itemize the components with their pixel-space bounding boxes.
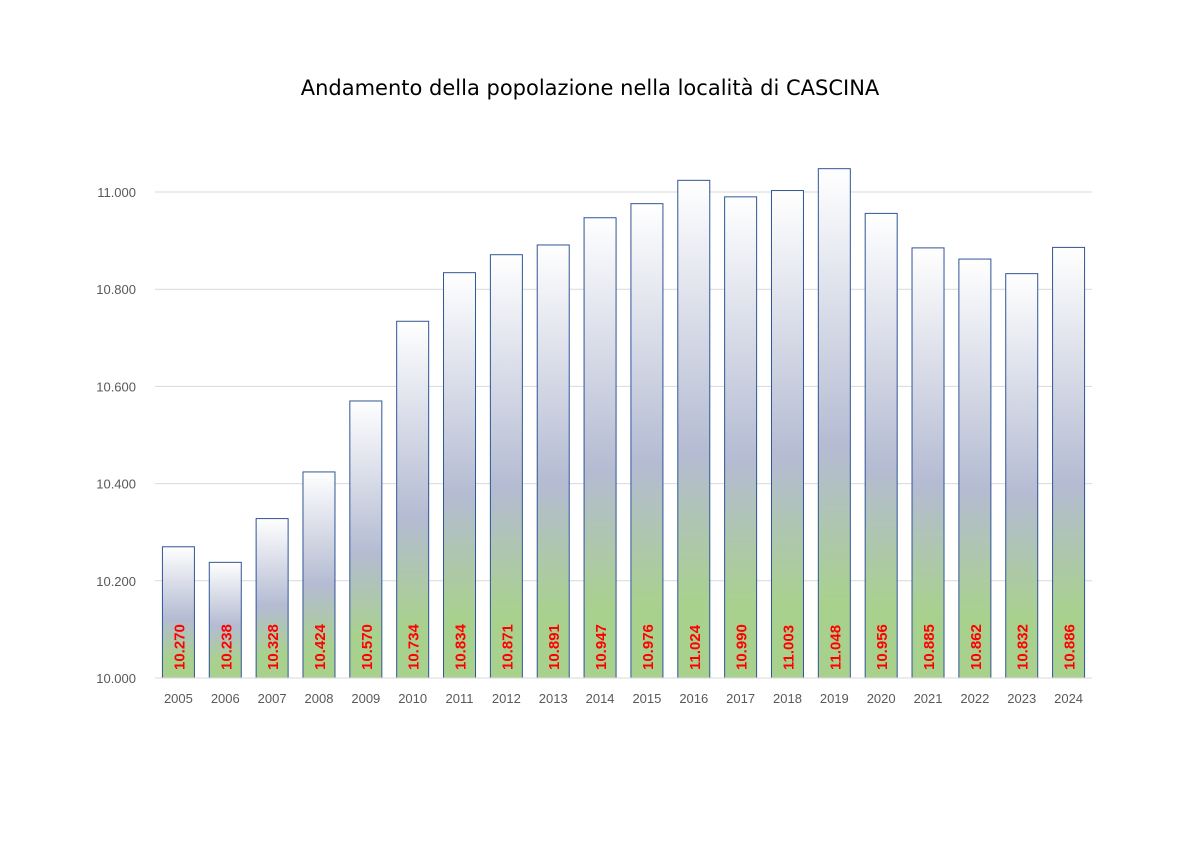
x-tick-label: 2007 <box>258 691 287 706</box>
bar-2023 <box>1005 273 1039 679</box>
x-tick-label: 2016 <box>679 691 708 706</box>
x-tick-label: 2021 <box>914 691 943 706</box>
bar-2022 <box>958 258 992 679</box>
bar-value-label: 11.048 <box>827 625 844 670</box>
bar-value-label: 10.976 <box>640 624 657 670</box>
bar-value-label: 10.956 <box>874 624 891 670</box>
x-tick-label: 2008 <box>305 691 334 706</box>
bar-2021 <box>911 247 945 679</box>
bar-value-label: 10.832 <box>1015 624 1032 670</box>
bar-2014 <box>583 217 617 679</box>
bar-2013 <box>536 244 570 679</box>
x-tick-label: 2022 <box>960 691 989 706</box>
y-axis-ticks: 10.000 10.200 10.400 10.600 10.800 11.000 <box>96 185 136 686</box>
x-tick-label: 2015 <box>632 691 661 706</box>
x-tick-label: 2013 <box>539 691 568 706</box>
x-tick-label: 2018 <box>773 691 802 706</box>
x-tick-label: 2017 <box>726 691 755 706</box>
x-tick-label: 2005 <box>164 691 193 706</box>
chart-title: Andamento della popolazione nella locali… <box>300 76 880 100</box>
y-tick-label: 11.000 <box>97 185 136 200</box>
y-tick-label: 10.800 <box>96 282 136 297</box>
x-tick-label: 2011 <box>446 691 474 706</box>
bar-value-label: 10.570 <box>359 624 376 670</box>
y-tick-label: 10.600 <box>96 379 136 394</box>
y-tick-label: 10.000 <box>96 671 136 686</box>
bar-value-label: 10.886 <box>1062 624 1079 670</box>
bar-value-label: 10.834 <box>453 623 470 670</box>
x-tick-label: 2024 <box>1054 691 1083 706</box>
bar-2015 <box>630 203 664 679</box>
bars <box>155 168 1092 679</box>
y-tick-label: 10.200 <box>96 574 136 589</box>
bar-value-label: 10.734 <box>406 623 423 670</box>
bar-2018 <box>770 190 804 679</box>
bar-2024 <box>1052 246 1086 679</box>
gridlines <box>155 191 1092 679</box>
bar-value-label: 10.270 <box>171 624 188 670</box>
bar-value-label: 10.862 <box>968 624 985 670</box>
bar-2017 <box>724 196 758 679</box>
x-tick-label: 2014 <box>586 691 615 706</box>
x-axis-ticks: 2005 2006 2007 2008 2009 2010 2011 2012 2013 2014… <box>164 691 1083 706</box>
bar-2005 <box>161 546 195 679</box>
bar-value-label: 10.891 <box>546 624 563 670</box>
bar-value-label: 10.947 <box>593 624 610 670</box>
bar-2019 <box>817 168 851 679</box>
bar-value-label: 10.328 <box>265 624 282 670</box>
bar-2010 <box>396 320 430 679</box>
x-tick-label: 2012 <box>492 691 521 706</box>
bar-2012 <box>489 254 523 679</box>
bar-value-label: 10.885 <box>921 624 938 670</box>
bar-value-label: 10.871 <box>499 624 516 670</box>
bar-value-label: 10.424 <box>312 623 329 670</box>
x-tick-label: 2009 <box>351 691 380 706</box>
y-tick-label: 10.400 <box>96 477 136 492</box>
x-tick-label: 2023 <box>1007 691 1036 706</box>
bar-labels: 10.270 10.238 10.328 10.424 10.570 10.734 10.8… <box>171 623 1078 670</box>
bar-2020 <box>864 212 898 679</box>
x-tick-label: 2019 <box>820 691 849 706</box>
bar-value-label: 10.238 <box>218 624 235 670</box>
x-tick-label: 2010 <box>398 691 427 706</box>
bar-2016 <box>677 179 711 679</box>
bar-2011 <box>443 272 477 679</box>
bar-value-label: 10.990 <box>734 624 751 670</box>
bar-value-label: 11.024 <box>687 624 704 670</box>
x-tick-label: 2020 <box>867 691 896 706</box>
bar-value-label: 11.003 <box>780 625 797 670</box>
x-tick-label: 2006 <box>211 691 240 706</box>
